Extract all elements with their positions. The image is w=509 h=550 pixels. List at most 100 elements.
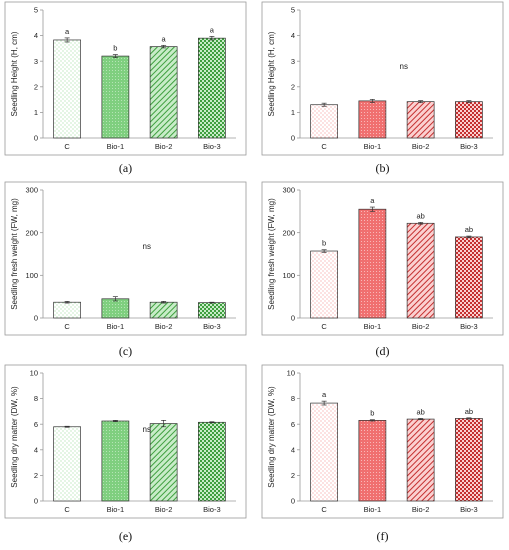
y-tick-label: 6: [34, 420, 38, 429]
bar: [406, 222, 435, 319]
significance-label: a: [210, 25, 215, 34]
y-tick-label: 2: [291, 471, 295, 480]
y-tick-label: 4: [291, 31, 295, 40]
x-tick-label: Bio-1: [107, 505, 125, 514]
significance-label: ab: [465, 407, 473, 416]
bar: [198, 37, 226, 139]
y-tick-label: 4: [291, 445, 295, 454]
x-tick-label: C: [321, 322, 327, 331]
y-tick-label: 100: [25, 271, 38, 280]
chart-panel: 0 1 2 3 4 5 Seedling Height (H, cm) C Bio-1 Bio-2…: [261, 1, 504, 175]
y-tick-label: 200: [282, 228, 295, 237]
significance-label: a: [65, 27, 70, 36]
x-tick-label: Bio-3: [203, 142, 221, 151]
bar: [198, 421, 226, 502]
x-tick-label: Bio-2: [412, 505, 430, 514]
bar: [310, 402, 338, 502]
y-axis-label: Seedling dry matter (DW, %): [267, 386, 276, 488]
x-tick-label: Bio-2: [155, 322, 173, 331]
bar: [149, 423, 178, 502]
y-axis-label: Seedling fresh weight (FW, mg): [267, 198, 276, 310]
x-tick-label: Bio-1: [364, 505, 382, 514]
bar: [149, 301, 178, 319]
y-tick-label: 5: [34, 6, 38, 15]
significance-label: ab: [465, 225, 473, 234]
bar: [310, 250, 338, 319]
bar: [53, 39, 81, 139]
x-tick-label: Bio-2: [155, 505, 173, 514]
y-axis-label: Seedling Height (H, cm): [10, 31, 19, 116]
x-tick-label: C: [64, 142, 70, 151]
bar: [455, 236, 483, 319]
y-tick-label: 300: [282, 186, 295, 195]
bar: [358, 100, 387, 139]
x-tick-label: Bio-1: [364, 142, 382, 151]
panel-label: (a): [119, 161, 132, 175]
bar: [198, 302, 226, 319]
y-tick-label: 6: [291, 420, 295, 429]
bar: [406, 101, 435, 139]
x-tick-label: Bio-3: [460, 322, 478, 331]
y-tick-label: 4: [34, 445, 38, 454]
ns-annotation: ns: [400, 62, 408, 71]
y-tick-label: 10: [30, 369, 38, 378]
y-tick-label: 2: [291, 82, 295, 91]
panel-label: (d): [376, 344, 390, 358]
panel-label: (e): [119, 529, 132, 543]
chart-panel: 0 2 4 6 8 10 Seedling dry matter (DW, %) C Bio-1…: [4, 364, 247, 543]
y-axis-label: Seedling Height (H, cm): [267, 31, 276, 116]
y-tick-label: 300: [25, 186, 38, 195]
bar: [53, 301, 81, 319]
significance-label: ab: [416, 407, 424, 416]
x-tick-label: Bio-2: [412, 322, 430, 331]
y-tick-label: 200: [25, 228, 38, 237]
bar: [149, 46, 178, 139]
significance-label: b: [370, 409, 374, 418]
bar: [358, 420, 387, 502]
y-tick-label: 8: [291, 394, 295, 403]
chart-panel: 0 2 4 6 8 10 Seedling dry matter (DW, %) a Cb Bio…: [261, 364, 504, 543]
significance-label: a: [370, 196, 375, 205]
y-tick-label: 5: [291, 6, 295, 15]
x-tick-label: Bio-3: [203, 505, 221, 514]
significance-label: ab: [416, 211, 424, 220]
x-tick-label: C: [64, 505, 70, 514]
y-tick-label: 0: [291, 314, 295, 323]
x-tick-label: Bio-3: [203, 322, 221, 331]
chart-panel: 0 100 200 300 Seedling fresh weight (FW, mg)…: [4, 181, 247, 358]
x-tick-label: Bio-2: [412, 142, 430, 151]
x-tick-label: Bio-3: [460, 142, 478, 151]
bar: [310, 104, 338, 139]
y-tick-label: 0: [291, 497, 295, 506]
bar: [53, 426, 81, 502]
significance-label: a: [162, 34, 167, 43]
bar: [455, 418, 483, 502]
bar: [455, 101, 483, 139]
ns-annotation: ns: [143, 425, 151, 434]
significance-label: b: [322, 239, 326, 248]
x-tick-label: Bio-1: [107, 142, 125, 151]
x-tick-label: C: [321, 505, 327, 514]
y-tick-label: 2: [34, 82, 38, 91]
y-tick-label: 3: [291, 57, 295, 66]
significance-label: a: [322, 390, 327, 399]
y-tick-label: 0: [34, 134, 38, 143]
x-tick-label: C: [64, 322, 70, 331]
y-tick-label: 1: [34, 108, 38, 117]
y-tick-label: 100: [282, 271, 295, 280]
y-axis-label: Seedling dry matter (DW, %): [10, 386, 19, 488]
x-tick-label: Bio-2: [155, 142, 173, 151]
y-tick-label: 0: [34, 497, 38, 506]
bar: [406, 418, 435, 502]
bar: [101, 420, 130, 502]
y-tick-label: 8: [34, 394, 38, 403]
y-tick-label: 10: [287, 369, 295, 378]
significance-label: b: [113, 44, 117, 53]
x-tick-label: C: [321, 142, 327, 151]
bar: [101, 55, 130, 139]
y-axis-label: Seedling fresh weight (FW, mg): [10, 198, 19, 310]
chart-panel: 0 1 2 3 4 5 Seedling Height (H, cm) a Cb Bio-1 a Bi…: [4, 1, 247, 175]
panel-label: (c): [119, 344, 132, 358]
bar: [101, 298, 130, 319]
